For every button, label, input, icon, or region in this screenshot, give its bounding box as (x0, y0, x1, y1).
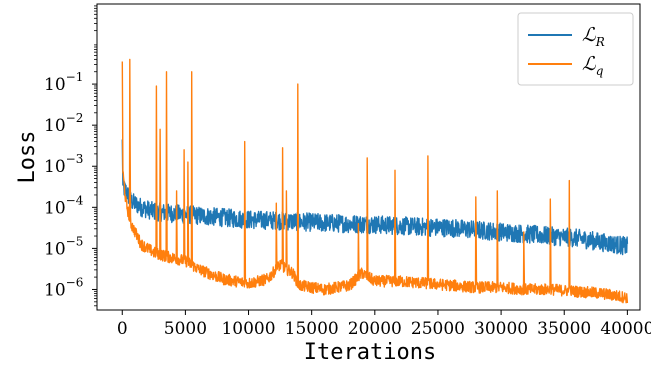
x-tick-label-0: 0 (117, 319, 128, 339)
x-tick-label-7: 35000 (537, 319, 591, 339)
x-tick-label-8: 40000 (600, 319, 651, 339)
x-axis-title: Iterations (304, 340, 436, 365)
series-layer (121, 58, 629, 304)
x-tick-label-3: 15000 (285, 319, 339, 339)
legend-entry-lr: ℒR (582, 24, 605, 49)
x-axis: 0 5000 10000 15000 20000 25000 30000 35000 40000 (117, 310, 651, 339)
y-tick-label-0: 10−1 (44, 70, 83, 95)
y-axis: 10−1 10−2 10−3 10−4 10−5 10−6 (44, 5, 97, 307)
y-tick-label-2: 10−3 (44, 152, 83, 177)
y-tick-label-3: 10−4 (44, 193, 84, 218)
legend-entry-lq-main: ℒ (582, 53, 597, 75)
x-tick-label-6: 30000 (474, 319, 528, 339)
series-line-lq (121, 58, 629, 304)
x-tick-label-5: 25000 (411, 319, 465, 339)
x-tick-label-2: 10000 (221, 319, 275, 339)
legend-entry-lr-main: ℒ (582, 24, 597, 46)
legend-entry-lq: ℒq (582, 53, 604, 78)
y-tick-label-4: 10−5 (44, 234, 83, 259)
x-tick-label-1: 5000 (164, 319, 207, 339)
legend-entry-lr-sub: R (595, 35, 605, 49)
y-tick-label-1: 10−2 (44, 111, 83, 136)
x-tick-label-4: 20000 (348, 319, 402, 339)
y-tick-label-5: 10−6 (44, 275, 83, 300)
legend: ℒR ℒq (517, 12, 634, 86)
legend-box (517, 12, 634, 86)
legend-entry-lq-sub: q (596, 64, 604, 78)
plot-frame (96, 3, 641, 311)
series-line-lr (121, 139, 629, 256)
y-axis-title: Loss (15, 131, 40, 184)
